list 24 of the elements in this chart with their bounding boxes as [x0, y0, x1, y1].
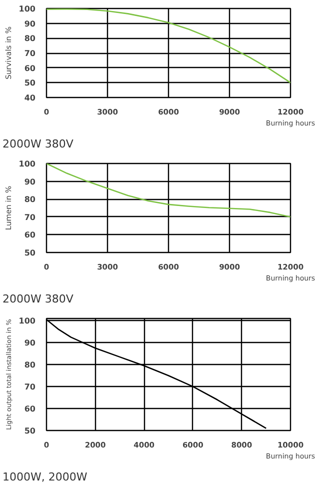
- text: 2000W 380V: [2, 292, 74, 306]
- y-tick-label: 100: [18, 160, 36, 168]
- y-tick-label: 50: [24, 78, 36, 88]
- y-tick-label: 80: [24, 34, 36, 44]
- y-tick-label: 90: [24, 177, 36, 186]
- y-tick-label: 60: [24, 404, 36, 414]
- y-tick-label: 50: [24, 248, 36, 258]
- y-tick-label: 50: [24, 426, 36, 436]
- text: 2000W 380V: [2, 138, 74, 150]
- y-tick-label: 40: [24, 94, 36, 102]
- y-tick-label: 90: [24, 338, 36, 348]
- y-tick-label: 80: [24, 195, 36, 204]
- y-tick-label: 100: [18, 4, 36, 14]
- y-tick-label: 100: [18, 316, 36, 326]
- line-series: [46, 8, 290, 84]
- y-tick-label: 80: [24, 360, 36, 370]
- y-tick-label: 60: [24, 64, 36, 73]
- y-tick-label: 90: [24, 19, 36, 28]
- y-tick-label: 70: [24, 382, 36, 392]
- text: 1000W, 2000W: [2, 470, 88, 484]
- y-tick-label: 60: [24, 230, 36, 240]
- line-series: [46, 164, 290, 218]
- y-tick-label: 70: [24, 49, 36, 58]
- y-tick-label: 70: [24, 212, 36, 222]
